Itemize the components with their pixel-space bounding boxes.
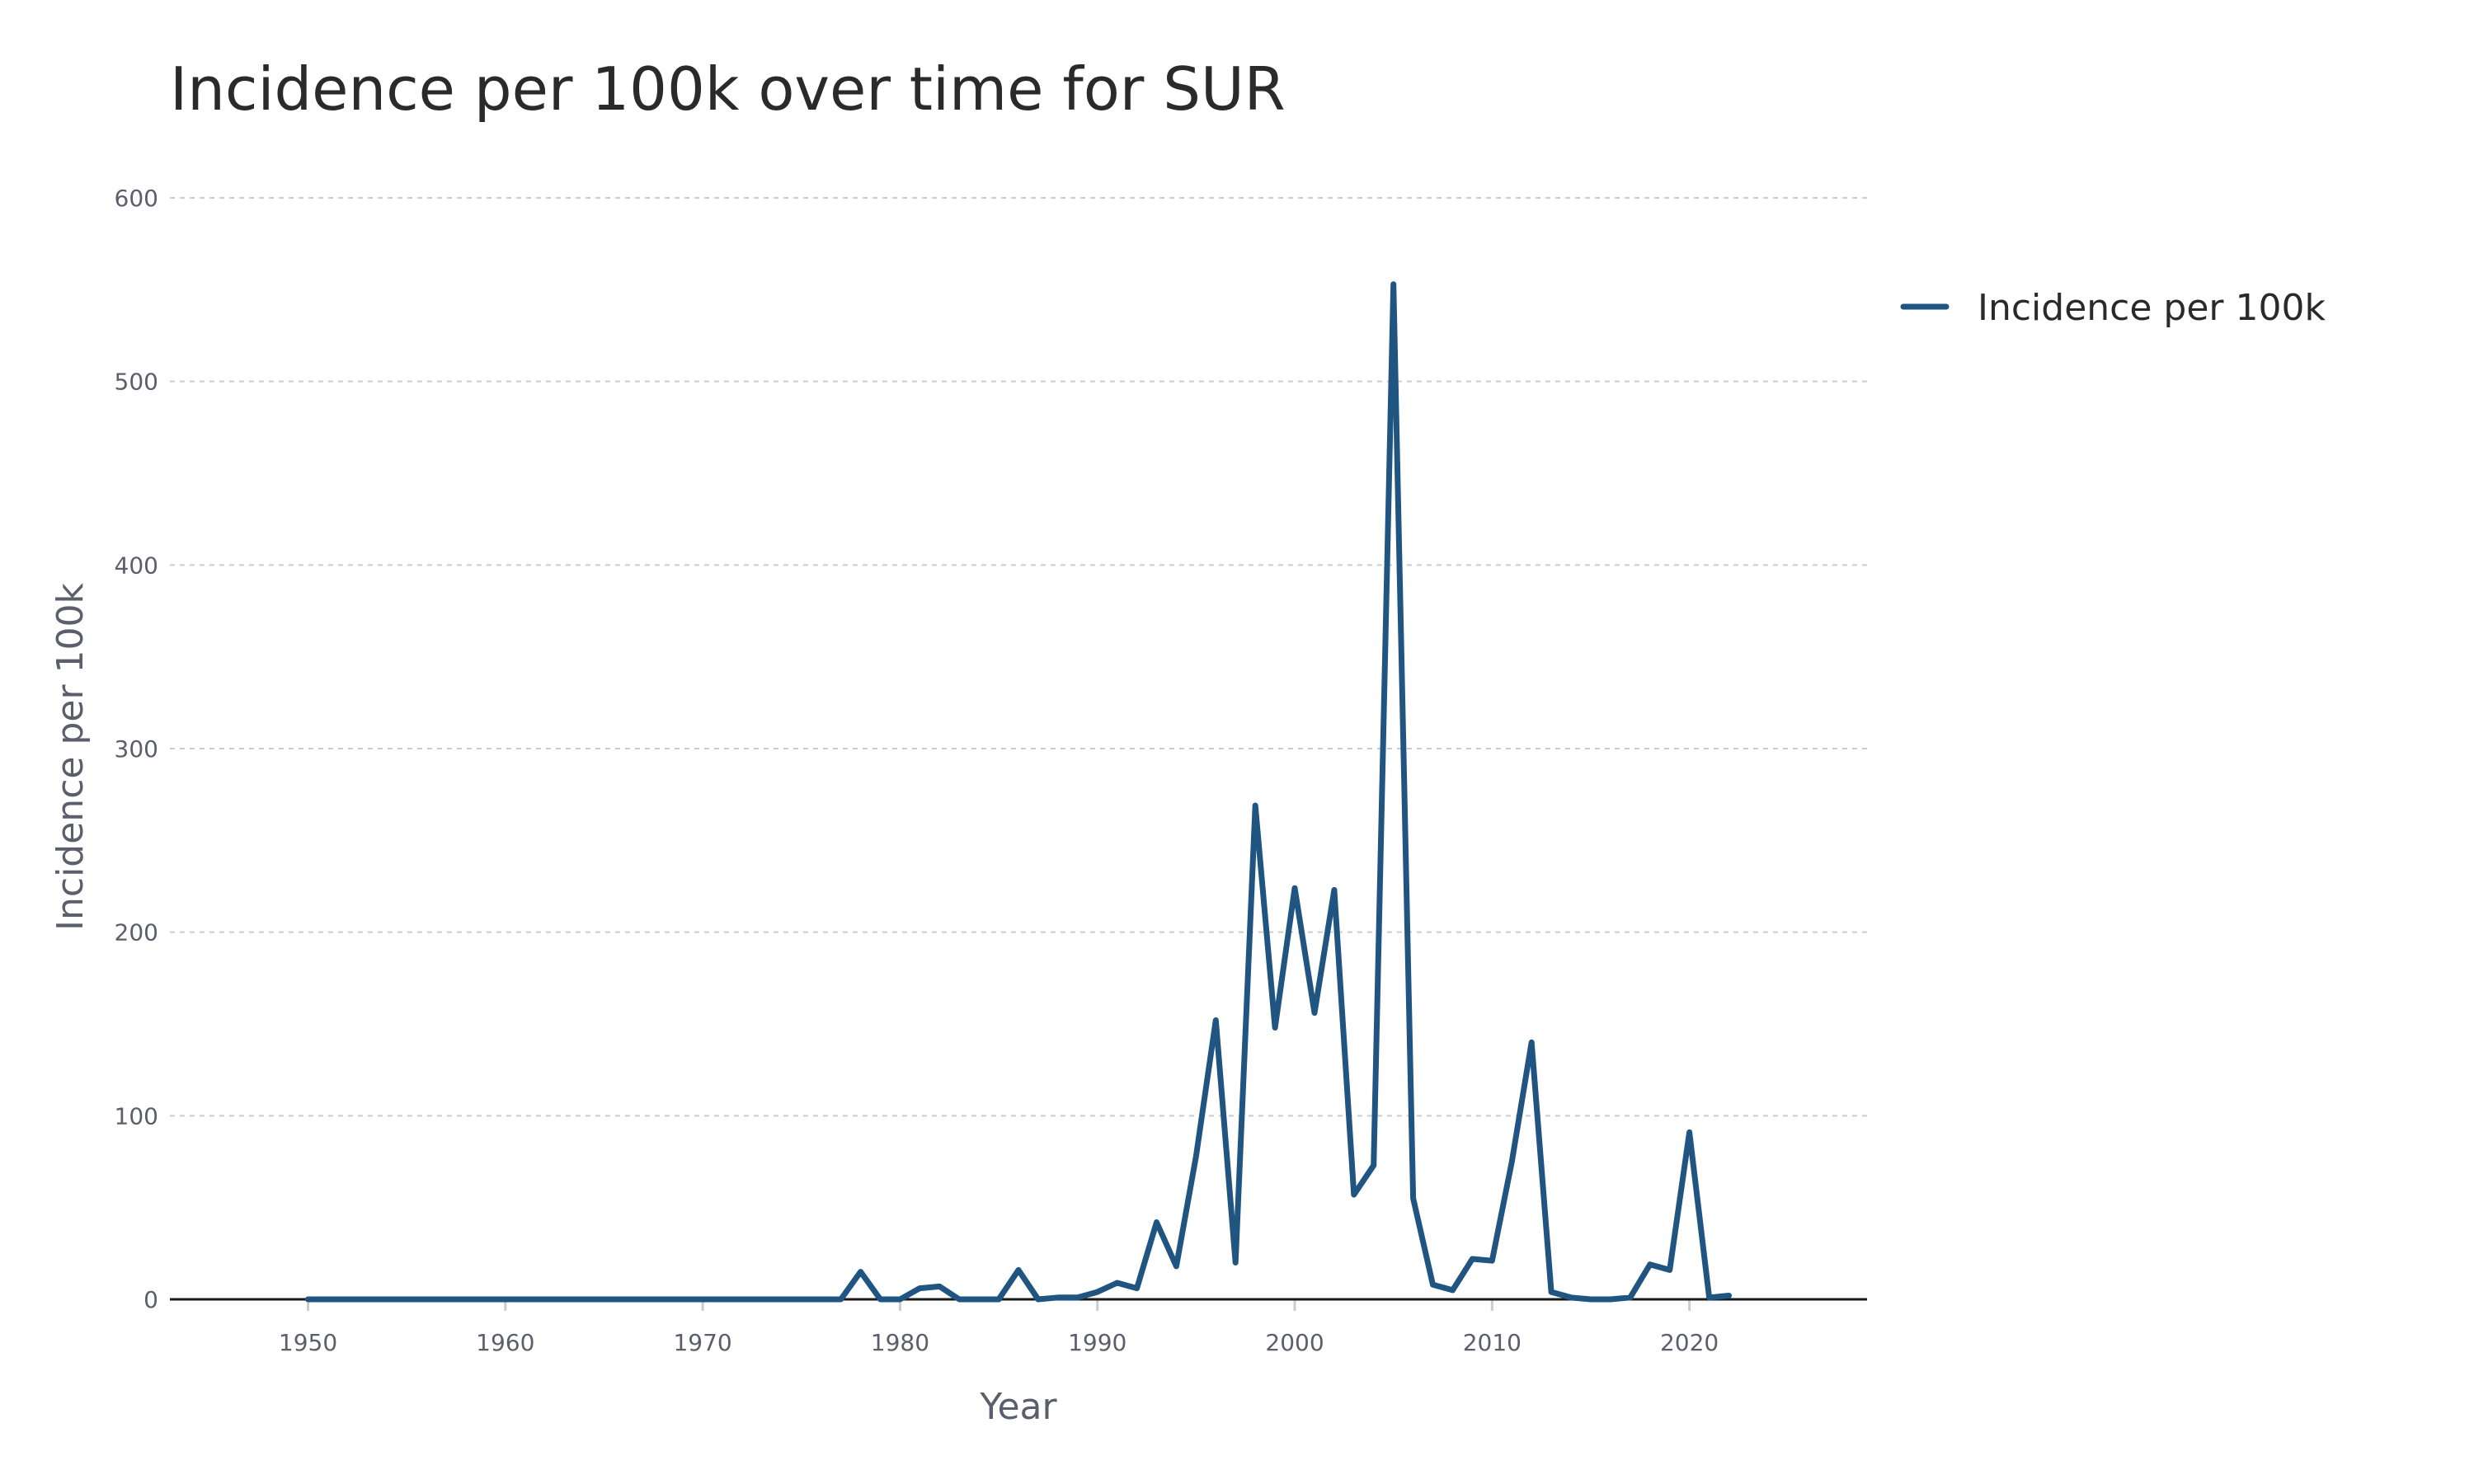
x-tick-label: 1980 [871,1329,929,1356]
series-line [305,281,1732,1303]
x-tick-label: 1950 [279,1329,337,1356]
x-axis-ticks: 1950 1960 1970 1980 1990 2000 2010 2020 [279,1299,1719,1356]
x-tick-label: 2010 [1463,1329,1522,1356]
x-axis-title: Year [979,1386,1057,1428]
y-tick-label: 0 [143,1286,158,1313]
y-tick-label: 500 [115,369,158,396]
x-tick-label: 1990 [1068,1329,1126,1356]
y-tick-label: 400 [115,552,158,579]
y-axis-title: Incidence per 100k [49,583,92,931]
y-tick-label: 600 [115,185,158,212]
x-tick-label: 2020 [1660,1329,1719,1356]
y-tick-label: 200 [115,919,158,946]
y-axis-ticks: 0 100 200 300 400 500 600 [115,185,158,1313]
legend-label: Incidence per 100k [1978,287,2326,329]
series-layer [305,281,1732,1303]
chart-title: Incidence per 100k over time for SUR [170,54,1286,124]
x-tick-label: 2000 [1265,1329,1324,1356]
x-tick-label: 1970 [673,1329,731,1356]
y-tick-label: 300 [115,735,158,763]
legend[interactable]: Incidence per 100k [1900,287,2326,329]
grid-lines [170,197,1867,1117]
x-tick-label: 1960 [476,1329,534,1356]
y-tick-label: 100 [115,1102,158,1129]
